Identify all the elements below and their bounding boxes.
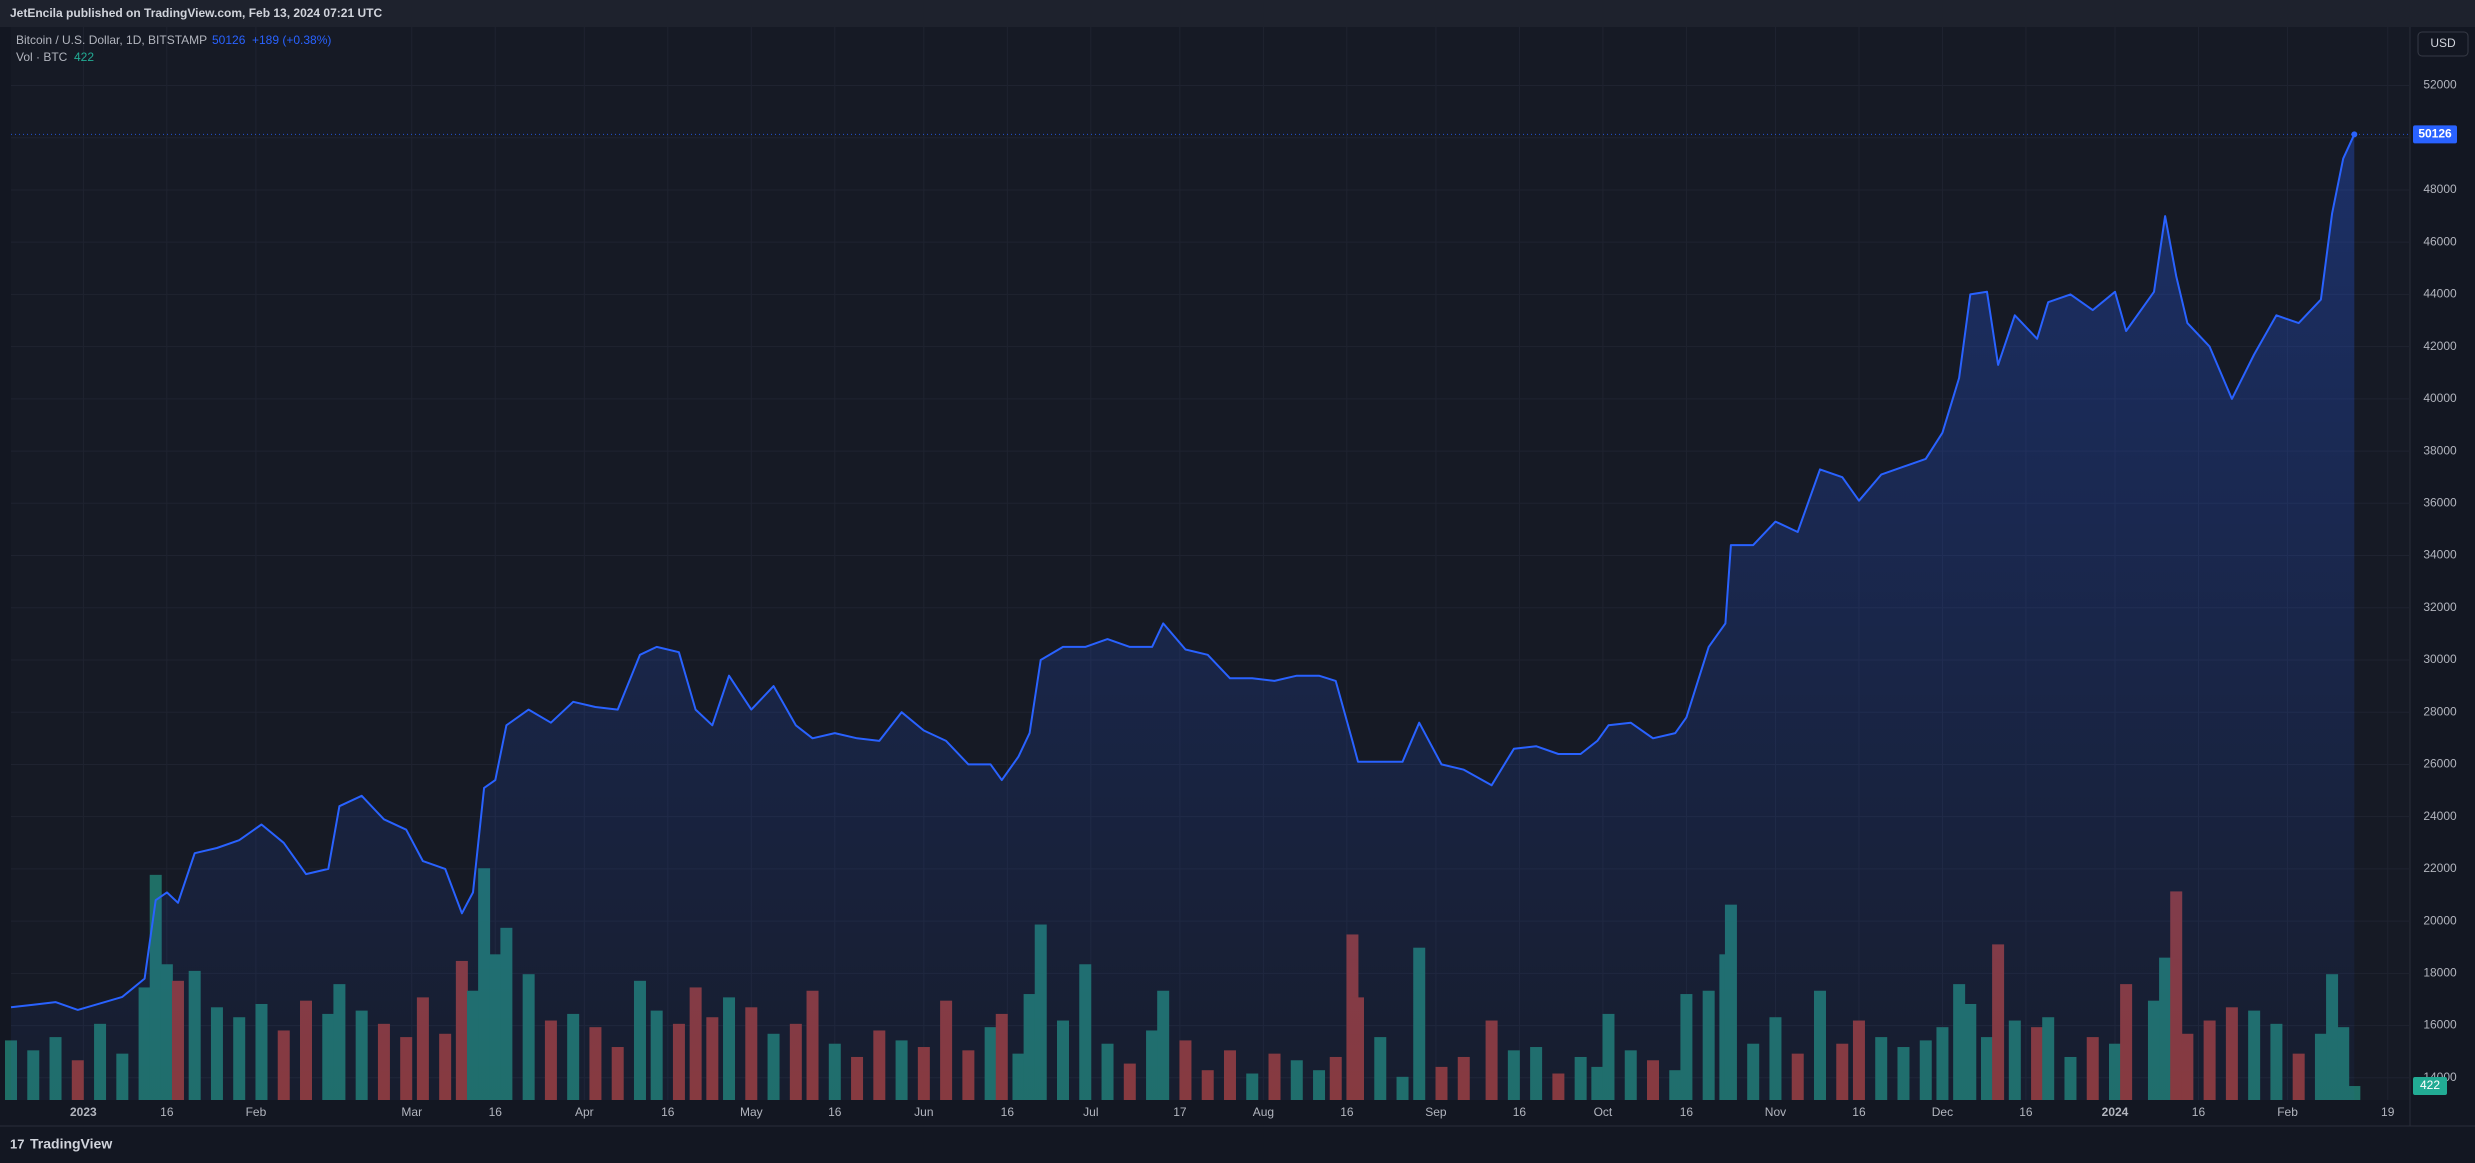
- y-tick-label: 20000: [2423, 913, 2457, 927]
- volume-badge: 422: [2420, 1078, 2440, 1092]
- y-tick-label: 46000: [2423, 234, 2457, 248]
- y-tick-label: 32000: [2423, 600, 2457, 614]
- area-fill: [11, 134, 2355, 1100]
- price-badge: 50126: [2418, 127, 2452, 141]
- footer-logo-icon: 17: [10, 1136, 24, 1151]
- currency-label[interactable]: USD: [2430, 36, 2456, 50]
- x-tick-label: Jun: [914, 1105, 933, 1119]
- x-tick-label: Aug: [1253, 1105, 1274, 1119]
- x-tick-label: 16: [2019, 1105, 2033, 1119]
- y-tick-label: 28000: [2423, 704, 2457, 718]
- x-tick-label: Oct: [1594, 1105, 1613, 1119]
- x-tick-label: 19: [2381, 1105, 2395, 1119]
- volume-badge-bg: [2413, 1077, 2447, 1096]
- x-tick-label: Feb: [2277, 1105, 2298, 1119]
- y-tick-label: 52000: [2423, 78, 2457, 92]
- labels: 1400016000180002000022000240002600028000…: [70, 78, 2457, 1120]
- last-point: [2351, 131, 2358, 138]
- y-tick-label: 48000: [2423, 182, 2457, 196]
- price-badge-bg: [2413, 125, 2457, 144]
- y-tick-label: 30000: [2423, 652, 2457, 666]
- x-tick-label: 16: [1513, 1105, 1527, 1119]
- x-tick-label: 16: [2192, 1105, 2206, 1119]
- last-price: 50126: [212, 33, 246, 47]
- volume-name: Vol · BTC: [16, 50, 68, 64]
- x-tick-label: 16: [160, 1105, 174, 1119]
- x-tick-label: 16: [1340, 1105, 1354, 1119]
- price-line: [10, 133, 2356, 1011]
- header-bar: [0, 0, 2475, 27]
- header: JetEncila published on TradingView.com, …: [10, 6, 382, 20]
- x-tick-label: Jul: [1083, 1105, 1098, 1119]
- x-tick-label: Mar: [401, 1105, 422, 1119]
- y-tick-label: 44000: [2423, 287, 2457, 301]
- x-tick-label: 2024: [2102, 1105, 2129, 1119]
- footer-logo: TradingView: [30, 1136, 112, 1152]
- x-tick-label: 16: [661, 1105, 675, 1119]
- x-tick-label: 16: [1001, 1105, 1015, 1119]
- x-tick-label: May: [740, 1105, 763, 1119]
- price-change: +189 (+0.38%): [252, 33, 331, 47]
- x-tick-label: 16: [1680, 1105, 1694, 1119]
- x-tick-label: Nov: [1765, 1105, 1786, 1119]
- x-tick-label: 16: [828, 1105, 842, 1119]
- y-tick-label: 26000: [2423, 757, 2457, 771]
- last-volume: 422: [74, 50, 94, 64]
- x-tick-label: 2023: [70, 1105, 97, 1119]
- y-tick-label: 22000: [2423, 861, 2457, 875]
- x-tick-label: 16: [1852, 1105, 1866, 1119]
- x-tick-label: Apr: [575, 1105, 594, 1119]
- x-tick-label: Dec: [1932, 1105, 1953, 1119]
- x-tick-label: Sep: [1425, 1105, 1447, 1119]
- y-tick-label: 36000: [2423, 495, 2457, 509]
- y-tick-label: 34000: [2423, 548, 2457, 562]
- marks: [5, 131, 2410, 1100]
- x-tick-label: 17: [1173, 1105, 1187, 1119]
- series-name: Bitcoin / U.S. Dollar, 1D, BITSTAMP: [16, 33, 207, 47]
- x-tick-label: Feb: [246, 1105, 267, 1119]
- x-tick-label: 16: [489, 1105, 503, 1119]
- y-tick-label: 24000: [2423, 809, 2457, 823]
- y-tick-label: 38000: [2423, 443, 2457, 457]
- y-tick-label: 42000: [2423, 339, 2457, 353]
- currency-button[interactable]: [2417, 31, 2469, 57]
- y-tick-label: 16000: [2423, 1018, 2457, 1032]
- y-tick-label: 18000: [2423, 966, 2457, 980]
- y-tick-label: 40000: [2423, 391, 2457, 405]
